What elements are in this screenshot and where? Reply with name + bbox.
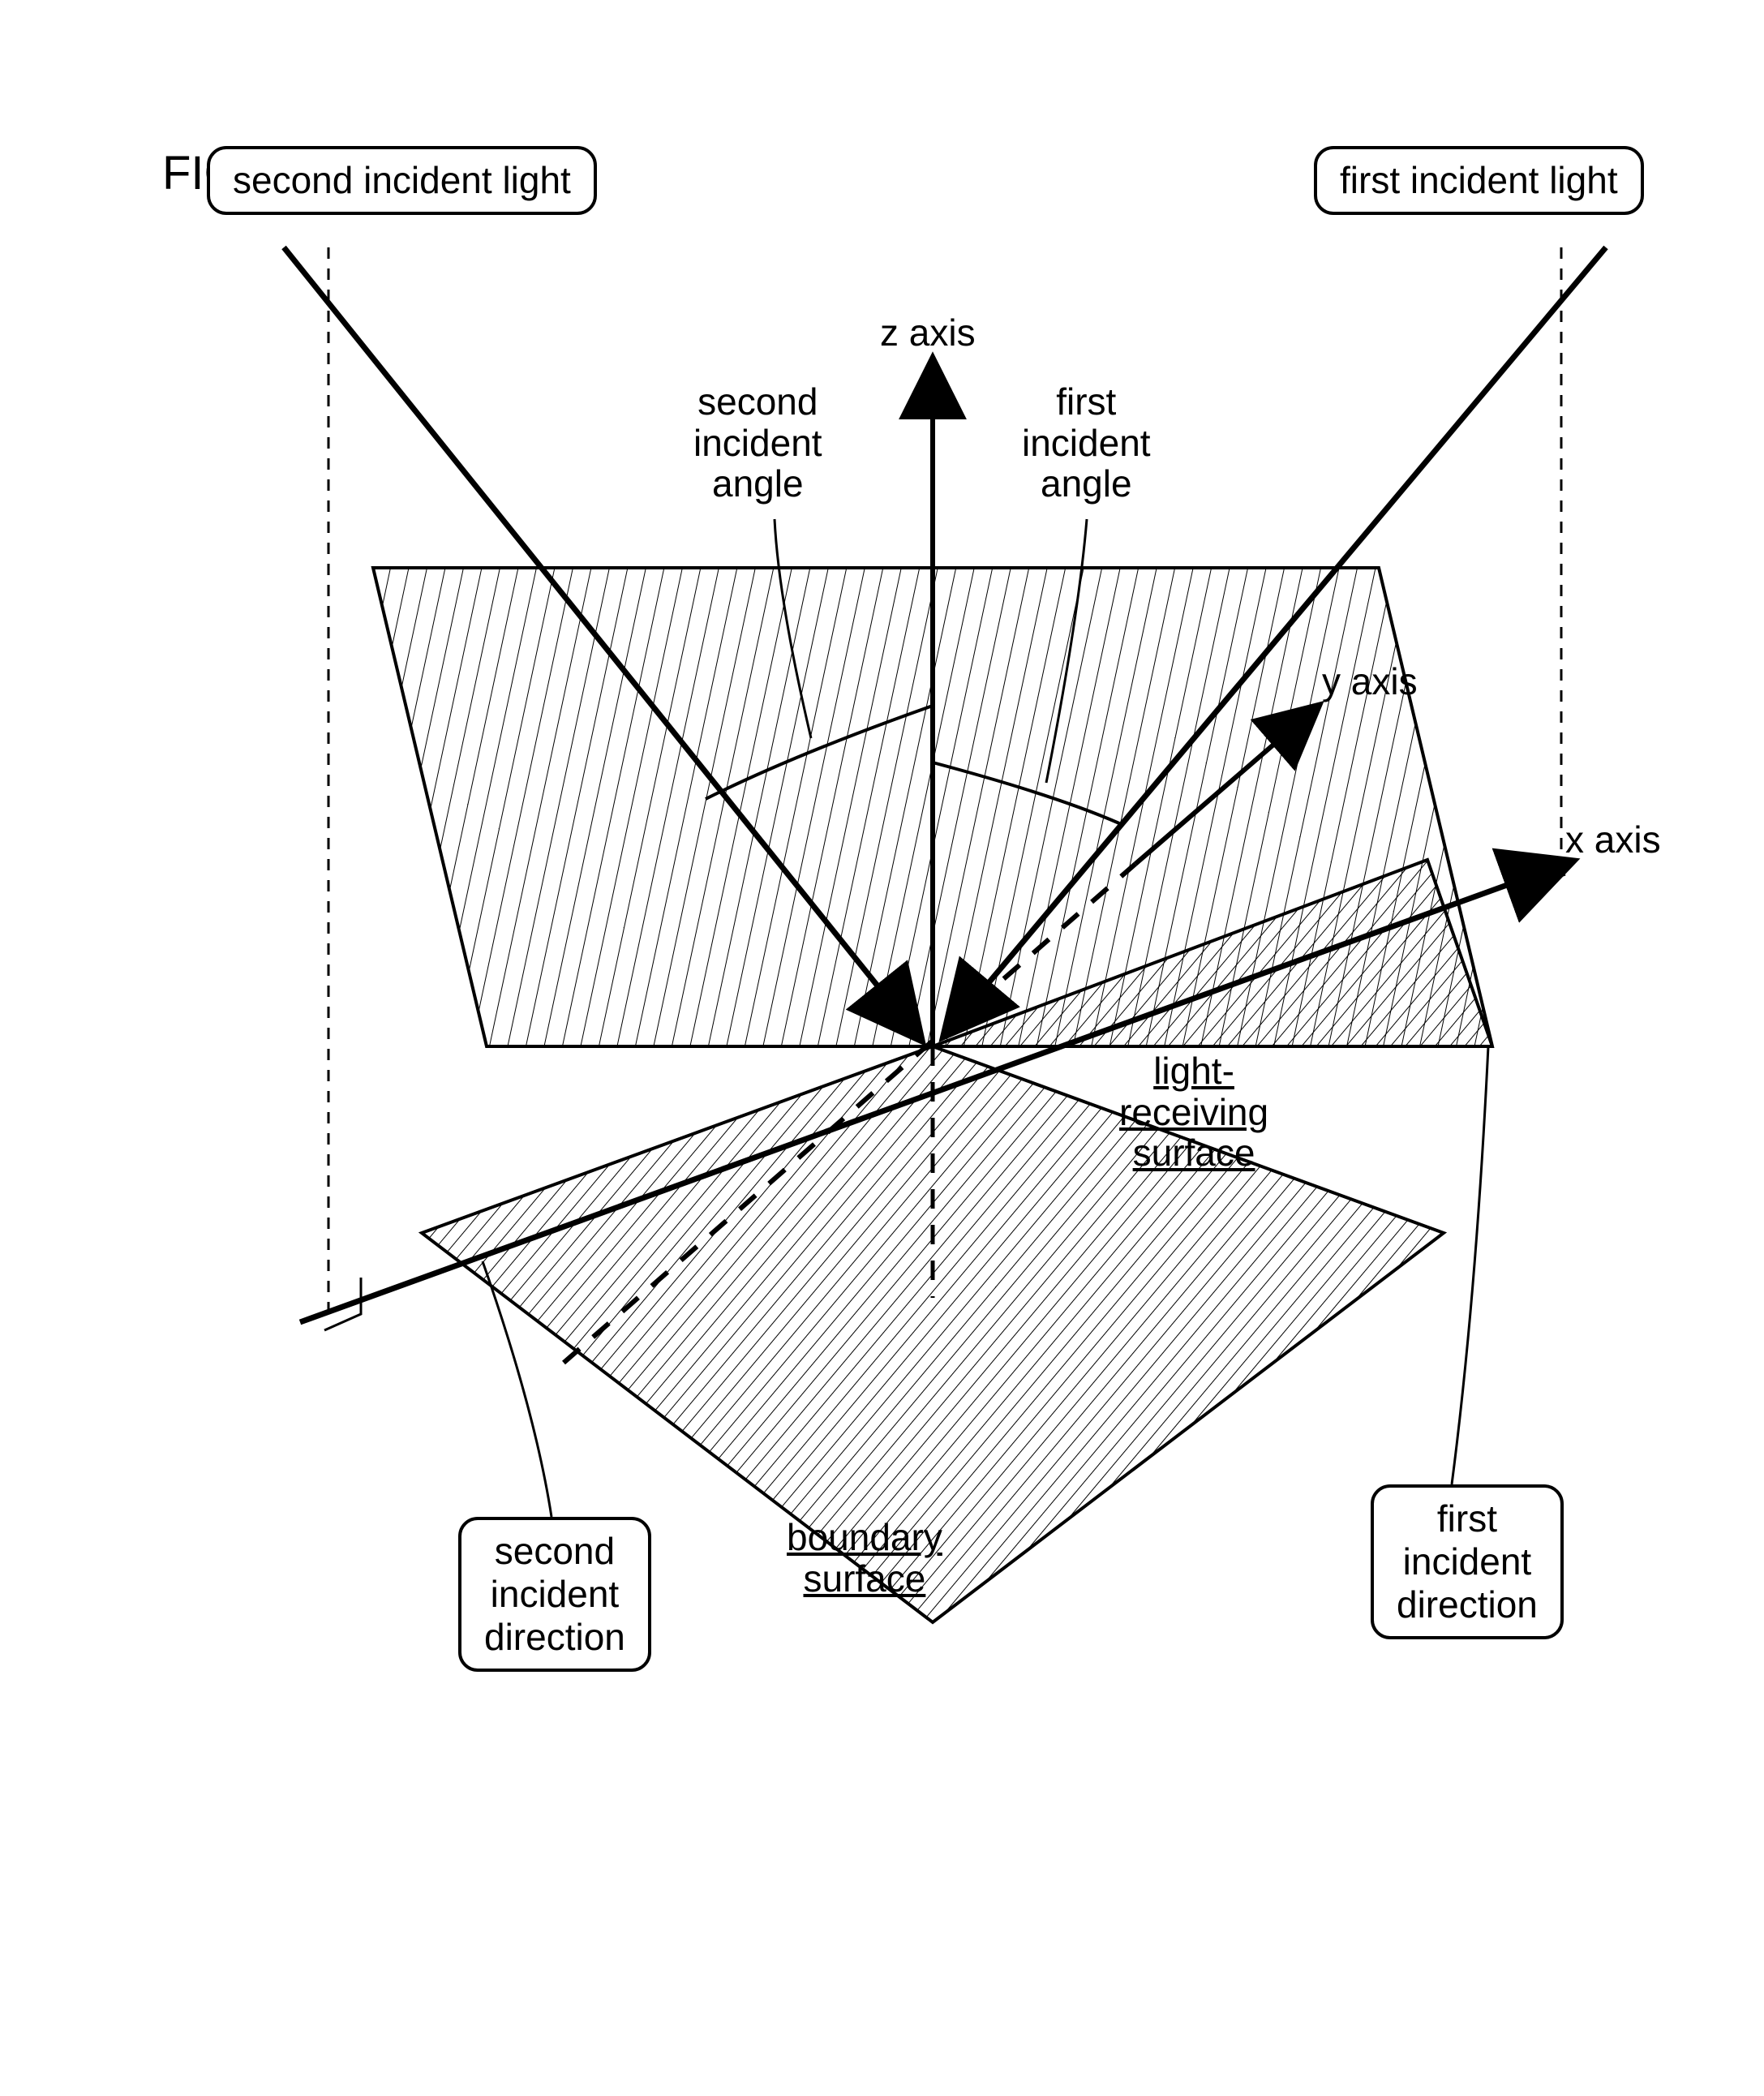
first-incident-angle-label: first incident angle bbox=[1022, 381, 1151, 505]
diagram-page: FIG. 2 bbox=[0, 0, 1764, 2096]
light-receiving-surface-label: light- receiving surface bbox=[1119, 1050, 1268, 1174]
z-axis-label: z axis bbox=[880, 312, 976, 354]
second-incident-light-callout: second incident light bbox=[207, 146, 597, 215]
boundary-surface-label: boundary surface bbox=[787, 1517, 942, 1599]
second-incident-angle-label: second incident angle bbox=[693, 381, 822, 505]
first-incident-light-callout: first incident light bbox=[1314, 146, 1644, 215]
y-axis-label: y axis bbox=[1322, 661, 1418, 702]
second-incident-direction-callout: second incident direction bbox=[458, 1517, 651, 1672]
first-incident-direction-callout: first incident direction bbox=[1371, 1484, 1564, 1639]
first-dir-leader bbox=[1452, 1046, 1488, 1484]
x-axis-label: x axis bbox=[1565, 819, 1661, 861]
